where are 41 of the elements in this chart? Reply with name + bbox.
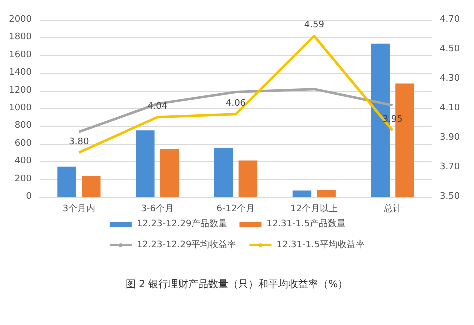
y2-tick-label: 4.50 [440,44,460,54]
y2-tick-label: 4.70 [440,15,460,25]
data-label: 4.06 [226,98,246,109]
y-tick-label: 1400 [9,68,32,78]
x-tick-label: 总计 [382,204,402,214]
x-tick-label: 3个月内 [62,204,96,214]
y-tick-label: 1800 [9,32,32,43]
data-label: 4.59 [304,20,325,31]
bar [136,130,155,197]
y-tick-label: 2000 [9,15,32,25]
y-tick-label: 200 [14,174,32,184]
legend-label: 12.31-1.5平均收益率 [276,240,366,250]
y-tick-label: 600 [14,138,32,149]
bar [160,149,180,197]
bar [238,160,258,197]
legend-label: 12.31-1.5产品数量 [266,218,346,230]
x-tick-label: 6-12个月 [216,204,256,214]
y-tick-label: 1000 [9,104,32,114]
bar [292,190,312,197]
y-tick-label: 800 [14,121,32,132]
text: 图 2 银行理财产品数量（只）和平均收益率（%） [126,278,348,290]
data-label: 3.95 [382,115,403,126]
y2-tick-label: 3.70 [440,162,460,172]
bar [58,166,76,197]
y2-tick-label: 3.90 [440,133,460,143]
y-tick-label: 1200 [9,86,32,96]
y-tick-label: 400 [14,156,32,167]
bar [82,176,101,197]
y2-tick-label: 3.50 [440,192,460,202]
y2-tick-label: 4.10 [440,104,460,114]
bar [214,148,234,197]
legend-label: 12.23-12.29产品数量 [136,218,228,230]
data-label: 3.80 [69,137,90,148]
legend-label: 12.23-12.29平均收益率 [136,240,237,250]
x-tick-label: 3-6个月 [141,204,174,214]
y-tick-label: 1600 [9,50,32,60]
data-label: 4.04 [148,102,168,112]
y-tick-label: 0 [26,192,32,202]
y2-tick-label: 4.30 [440,74,460,84]
x-tick-label: 12个月以上 [290,204,338,214]
bar [317,190,336,197]
